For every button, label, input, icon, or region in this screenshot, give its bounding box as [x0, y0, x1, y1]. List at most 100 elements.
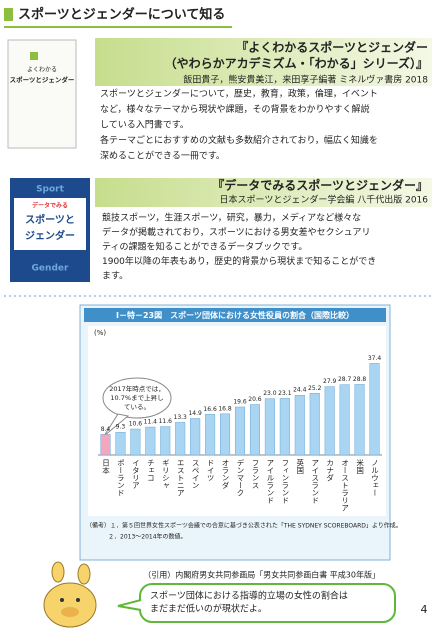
value-label: 11.6: [159, 418, 173, 425]
mascot: [43, 582, 97, 628]
book-description: など，様々なテーマから現状や課題，その背景をわかりやすく解説: [100, 103, 370, 115]
x-tick-label: エストニア: [176, 459, 185, 497]
bar: [309, 393, 320, 456]
bar: [115, 431, 126, 456]
mascot-ear: [51, 561, 65, 583]
annotation: 10.7%まで上昇し: [110, 393, 163, 402]
value-label: 23.1: [278, 390, 292, 397]
book-description: している入門書です。: [100, 119, 189, 131]
value-label: 23.0: [263, 390, 277, 397]
speech-text: まだまだ低いのが現状だよ。: [150, 603, 267, 615]
book-band: [95, 38, 432, 86]
chart-note: ２．2013～2014年の数値。: [108, 533, 187, 541]
annotation: ている。: [124, 403, 150, 411]
value-label: 25.2: [308, 385, 322, 392]
value-label: 24.4: [293, 387, 307, 394]
cover-text: スポーツと: [25, 213, 75, 226]
page-number: 4: [421, 603, 428, 616]
book-cover: [7, 39, 77, 149]
bar: [190, 418, 201, 456]
cover-text: データでみる: [32, 202, 68, 210]
speech-pointer: [117, 599, 142, 611]
x-tick-label: ノルウェー: [370, 459, 379, 497]
mascot-ear: [77, 563, 91, 585]
mascot-nose: [61, 607, 79, 617]
bar: [249, 404, 260, 456]
header-title: スポーツとジェンダーについて知る: [18, 7, 225, 23]
annotation-pointer: [103, 413, 130, 437]
value-label: 9.3: [116, 424, 126, 431]
bar: [205, 414, 216, 456]
bar: [354, 384, 365, 456]
x-tick-label: 日本: [101, 459, 110, 476]
book-description: 深めることができる一冊です。: [100, 150, 225, 162]
cover-mark: [30, 52, 38, 60]
book-description: 1900年以降の年表もあり，歴史的背景から現状まで知ることができ: [102, 255, 376, 267]
cover-text: ジェンダー: [25, 229, 75, 242]
book-description: 競技スポーツ，生涯スポーツ，研究，暴力，メディアなど様々な: [102, 212, 361, 224]
mascot-eye: [76, 598, 80, 602]
x-tick-label: デンマーク: [236, 458, 245, 497]
value-label: 28.7: [338, 376, 352, 383]
x-tick-label: カナダ: [325, 459, 334, 482]
chart-note: （備考）１．第５回世界女性スポーツ会議での合意に基づき公表された「THE SYD…: [86, 522, 402, 530]
x-tick-label: ギリシャ: [161, 459, 170, 489]
bar: [294, 394, 305, 456]
x-tick-label: フィンランド: [281, 459, 290, 504]
x-tick-label: オーストラリア: [341, 459, 350, 512]
mascot-eye: [60, 598, 64, 602]
chart-title-bar: [84, 308, 386, 322]
book-title: （やわらかアカデミズム・「わかる」シリーズ）』: [165, 56, 428, 71]
value-label: 19.6: [233, 398, 247, 405]
book-description: 各テーマごとにおすすめの文献も多数紹介されており，幅広く知識を: [100, 134, 378, 146]
chart-title: Ⅰ－特－23図 スポーツ団体における女性役員の割合（国際比較）: [116, 310, 354, 320]
bar: [279, 398, 290, 456]
x-tick-label: スペイン: [191, 459, 200, 489]
bar: [130, 428, 141, 456]
bar: [220, 413, 231, 456]
x-tick-label: オランダ: [221, 459, 230, 490]
book-title: 『よくわかるスポーツとジェンダー: [236, 40, 428, 55]
cover-text: スポーツとジェンダー: [10, 75, 75, 84]
x-tick-label: 米国: [355, 458, 364, 476]
x-tick-label: チェコ: [146, 459, 155, 482]
x-tick-label: アイルランド: [266, 459, 275, 504]
bar: [324, 386, 335, 456]
value-label: 8.4: [101, 426, 111, 433]
book-title: 『データでみるスポーツとジェンダー』: [212, 178, 428, 193]
book-description: データが掲載されており，スポーツにおける男女差やセクシュアリ: [102, 226, 370, 238]
y-unit: (%): [94, 329, 106, 337]
book-meta: 日本スポーツとジェンダー学会編 八千代出版 2016: [220, 194, 429, 206]
bar: [145, 426, 156, 456]
bar: [339, 384, 350, 456]
value-label: 37.4: [368, 355, 382, 362]
cover-text: よくわかる: [27, 67, 57, 74]
x-tick-label: フランス: [251, 459, 260, 489]
book-description: ティの課題を知ることができるデータブックです。: [102, 241, 307, 253]
x-tick-label: イタリア: [131, 459, 140, 489]
value-label: 20.6: [248, 396, 262, 403]
speech-bubble: [139, 583, 396, 623]
book-meta: 飯田貴子，熊安貴美江，来田享子編著 ミネルヴァ書房 2018: [183, 74, 428, 86]
bar: [264, 398, 275, 456]
bar: [369, 363, 380, 456]
x-tick-label: ポーランド: [116, 459, 125, 497]
book-description: ます。: [102, 271, 128, 282]
value-label: 13.3: [174, 414, 188, 421]
x-tick-label: 英国: [296, 458, 305, 476]
value-label: 16.8: [218, 405, 232, 412]
book-description: スポーツとジェンダーについて，歴史，教育，政策，倫理，イベント: [100, 88, 378, 100]
annotation: 2017年時点では，: [109, 384, 165, 393]
x-tick-label: ドイツ: [206, 459, 215, 482]
book-band: [95, 178, 432, 207]
bar: [234, 406, 246, 456]
value-label: 16.6: [203, 406, 217, 413]
cover-text: Sport: [36, 185, 65, 195]
speech-text: スポーツ団体における指導的立場の女性の割合は: [150, 590, 348, 602]
x-tick-label: アイスランド: [311, 459, 320, 504]
citation: （引用）内閣府男女共同参画局「男女共同参画白書 平成30年版」: [143, 570, 380, 580]
value-label: 11.4: [144, 419, 158, 426]
cover-text: Gender: [32, 264, 69, 274]
annotation-bubble: [102, 377, 172, 419]
